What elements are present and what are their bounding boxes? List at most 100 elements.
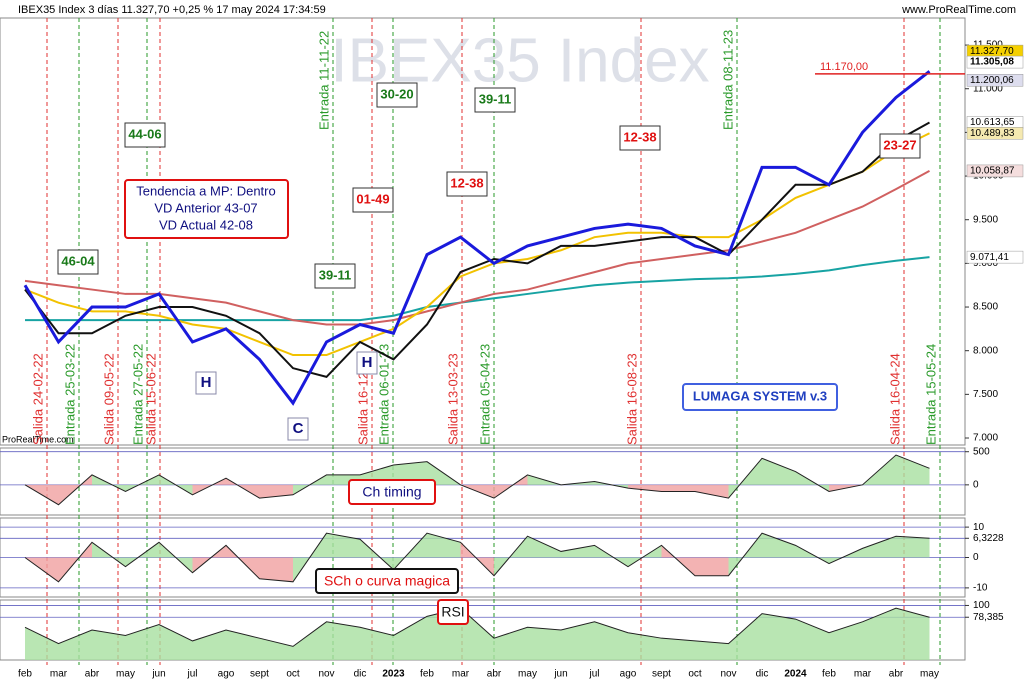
signal-label: 01-49 bbox=[356, 191, 389, 206]
signal-label: 46-04 bbox=[61, 253, 95, 268]
signal-label: 12-38 bbox=[623, 129, 656, 144]
osc-area bbox=[159, 624, 193, 660]
info-line: VD Actual 42-08 bbox=[159, 217, 253, 232]
osc-area bbox=[896, 608, 930, 660]
y-tick-label: 11.000 bbox=[973, 83, 1003, 94]
event-label: Entrada 08-11-23 bbox=[720, 30, 735, 130]
event-label: Entrada 11-11-22 bbox=[316, 31, 331, 130]
osc-area bbox=[25, 627, 59, 660]
x-tick-label: may bbox=[518, 669, 537, 680]
x-tick-label: oct bbox=[688, 669, 702, 680]
pattern-label: C bbox=[293, 420, 304, 437]
osc-area bbox=[293, 621, 327, 660]
x-tick-label: ago bbox=[620, 669, 637, 680]
signal-box bbox=[474, 87, 516, 113]
price-tag bbox=[966, 55, 1024, 69]
pattern-box bbox=[287, 417, 309, 441]
osc-area bbox=[896, 536, 930, 558]
panel-title-box bbox=[315, 568, 459, 594]
signal-box bbox=[352, 187, 394, 213]
x-tick-label: jun bbox=[553, 669, 567, 680]
event-label: Salida 16-12-22 bbox=[355, 353, 370, 445]
price-label: 10.613,65 bbox=[970, 117, 1015, 128]
series-line bbox=[24, 170, 930, 326]
y-tick-label: 10 bbox=[973, 522, 985, 533]
x-tick-label: ago bbox=[218, 669, 235, 680]
osc-area bbox=[259, 484, 293, 499]
osc-area bbox=[795, 619, 829, 660]
credit: ProRealTime.com bbox=[2, 434, 74, 444]
x-tick-label: may bbox=[920, 669, 939, 680]
osc-area bbox=[226, 630, 260, 660]
price-label: 10.058,87 bbox=[970, 166, 1015, 177]
y-tick-label: 78,385 bbox=[973, 612, 1004, 623]
signal-box bbox=[124, 122, 166, 148]
osc-area bbox=[259, 638, 293, 660]
header-title: IBEX35 Index 3 días 11.327,70 +0,25 % 17… bbox=[18, 4, 326, 16]
price-label: 11.200,06 bbox=[970, 75, 1014, 86]
signal-box bbox=[314, 263, 356, 289]
x-tick-label: jul bbox=[186, 669, 197, 680]
price-label: 11.305,08 bbox=[970, 57, 1014, 68]
x-tick-label: mar bbox=[50, 669, 68, 680]
x-tick-label: abr bbox=[85, 669, 100, 680]
osc-area bbox=[92, 630, 126, 660]
osc-area bbox=[360, 627, 394, 660]
x-tick-label: dic bbox=[354, 669, 367, 680]
panel-title: RSI bbox=[441, 604, 464, 620]
event-label: Salida 24-02-22 bbox=[30, 353, 45, 445]
osc-area bbox=[326, 621, 360, 660]
panel-title-box bbox=[348, 479, 436, 505]
y-tick-label: 6,3228 bbox=[973, 533, 1004, 544]
price-label: 9.071,41 bbox=[970, 252, 1009, 263]
osc-area bbox=[58, 630, 92, 660]
x-tick-label: dic bbox=[756, 669, 769, 680]
osc-area bbox=[829, 621, 863, 660]
osc-area bbox=[393, 616, 427, 660]
x-tick-label: feb bbox=[18, 669, 32, 680]
signal-box bbox=[619, 125, 661, 151]
event-label: Entrada 15-05-24 bbox=[923, 344, 938, 445]
osc-area bbox=[259, 557, 293, 582]
osc-area bbox=[862, 608, 896, 660]
event-label: Salida 15-06-22 bbox=[143, 353, 158, 445]
event-label: Entrada 05-04-23 bbox=[477, 344, 492, 445]
x-tick-label: oct bbox=[286, 669, 300, 680]
x-tick-label: jul bbox=[588, 669, 599, 680]
x-tick-label: mar bbox=[452, 669, 470, 680]
y-tick-label: 0 bbox=[973, 552, 979, 563]
osc-area bbox=[695, 640, 729, 660]
osc-area bbox=[326, 533, 360, 558]
osc-area bbox=[695, 484, 729, 499]
osc-area bbox=[192, 630, 226, 660]
panel-frame bbox=[0, 17, 966, 446]
info-box bbox=[124, 179, 289, 239]
event-label: Entrada 27-05-22 bbox=[130, 344, 145, 445]
osc-area bbox=[762, 613, 796, 660]
price-tag bbox=[966, 74, 1024, 87]
x-tick-label: abr bbox=[889, 669, 904, 680]
x-tick-label: abr bbox=[487, 669, 502, 680]
osc-area bbox=[896, 455, 930, 485]
signal-label: 23-27 bbox=[883, 137, 916, 152]
x-tick-label: jun bbox=[151, 669, 165, 680]
osc-line bbox=[24, 532, 930, 583]
signal-box bbox=[446, 171, 488, 197]
osc-area bbox=[427, 533, 461, 558]
osc-line bbox=[24, 454, 930, 506]
osc-area bbox=[594, 621, 628, 660]
osc-area bbox=[762, 458, 796, 485]
osc-area bbox=[192, 478, 226, 495]
pattern-box bbox=[195, 371, 217, 395]
site: www.ProRealTime.com bbox=[901, 4, 1016, 16]
signal-box bbox=[376, 82, 418, 108]
osc-area bbox=[661, 484, 695, 492]
panel-title: Ch timing bbox=[362, 484, 421, 500]
osc-line bbox=[24, 607, 930, 647]
osc-area bbox=[862, 536, 896, 558]
pattern-box bbox=[356, 351, 378, 375]
price-tag bbox=[966, 164, 1024, 178]
x-tick-label: sept bbox=[250, 669, 269, 680]
x-tick-label: nov bbox=[720, 669, 736, 680]
